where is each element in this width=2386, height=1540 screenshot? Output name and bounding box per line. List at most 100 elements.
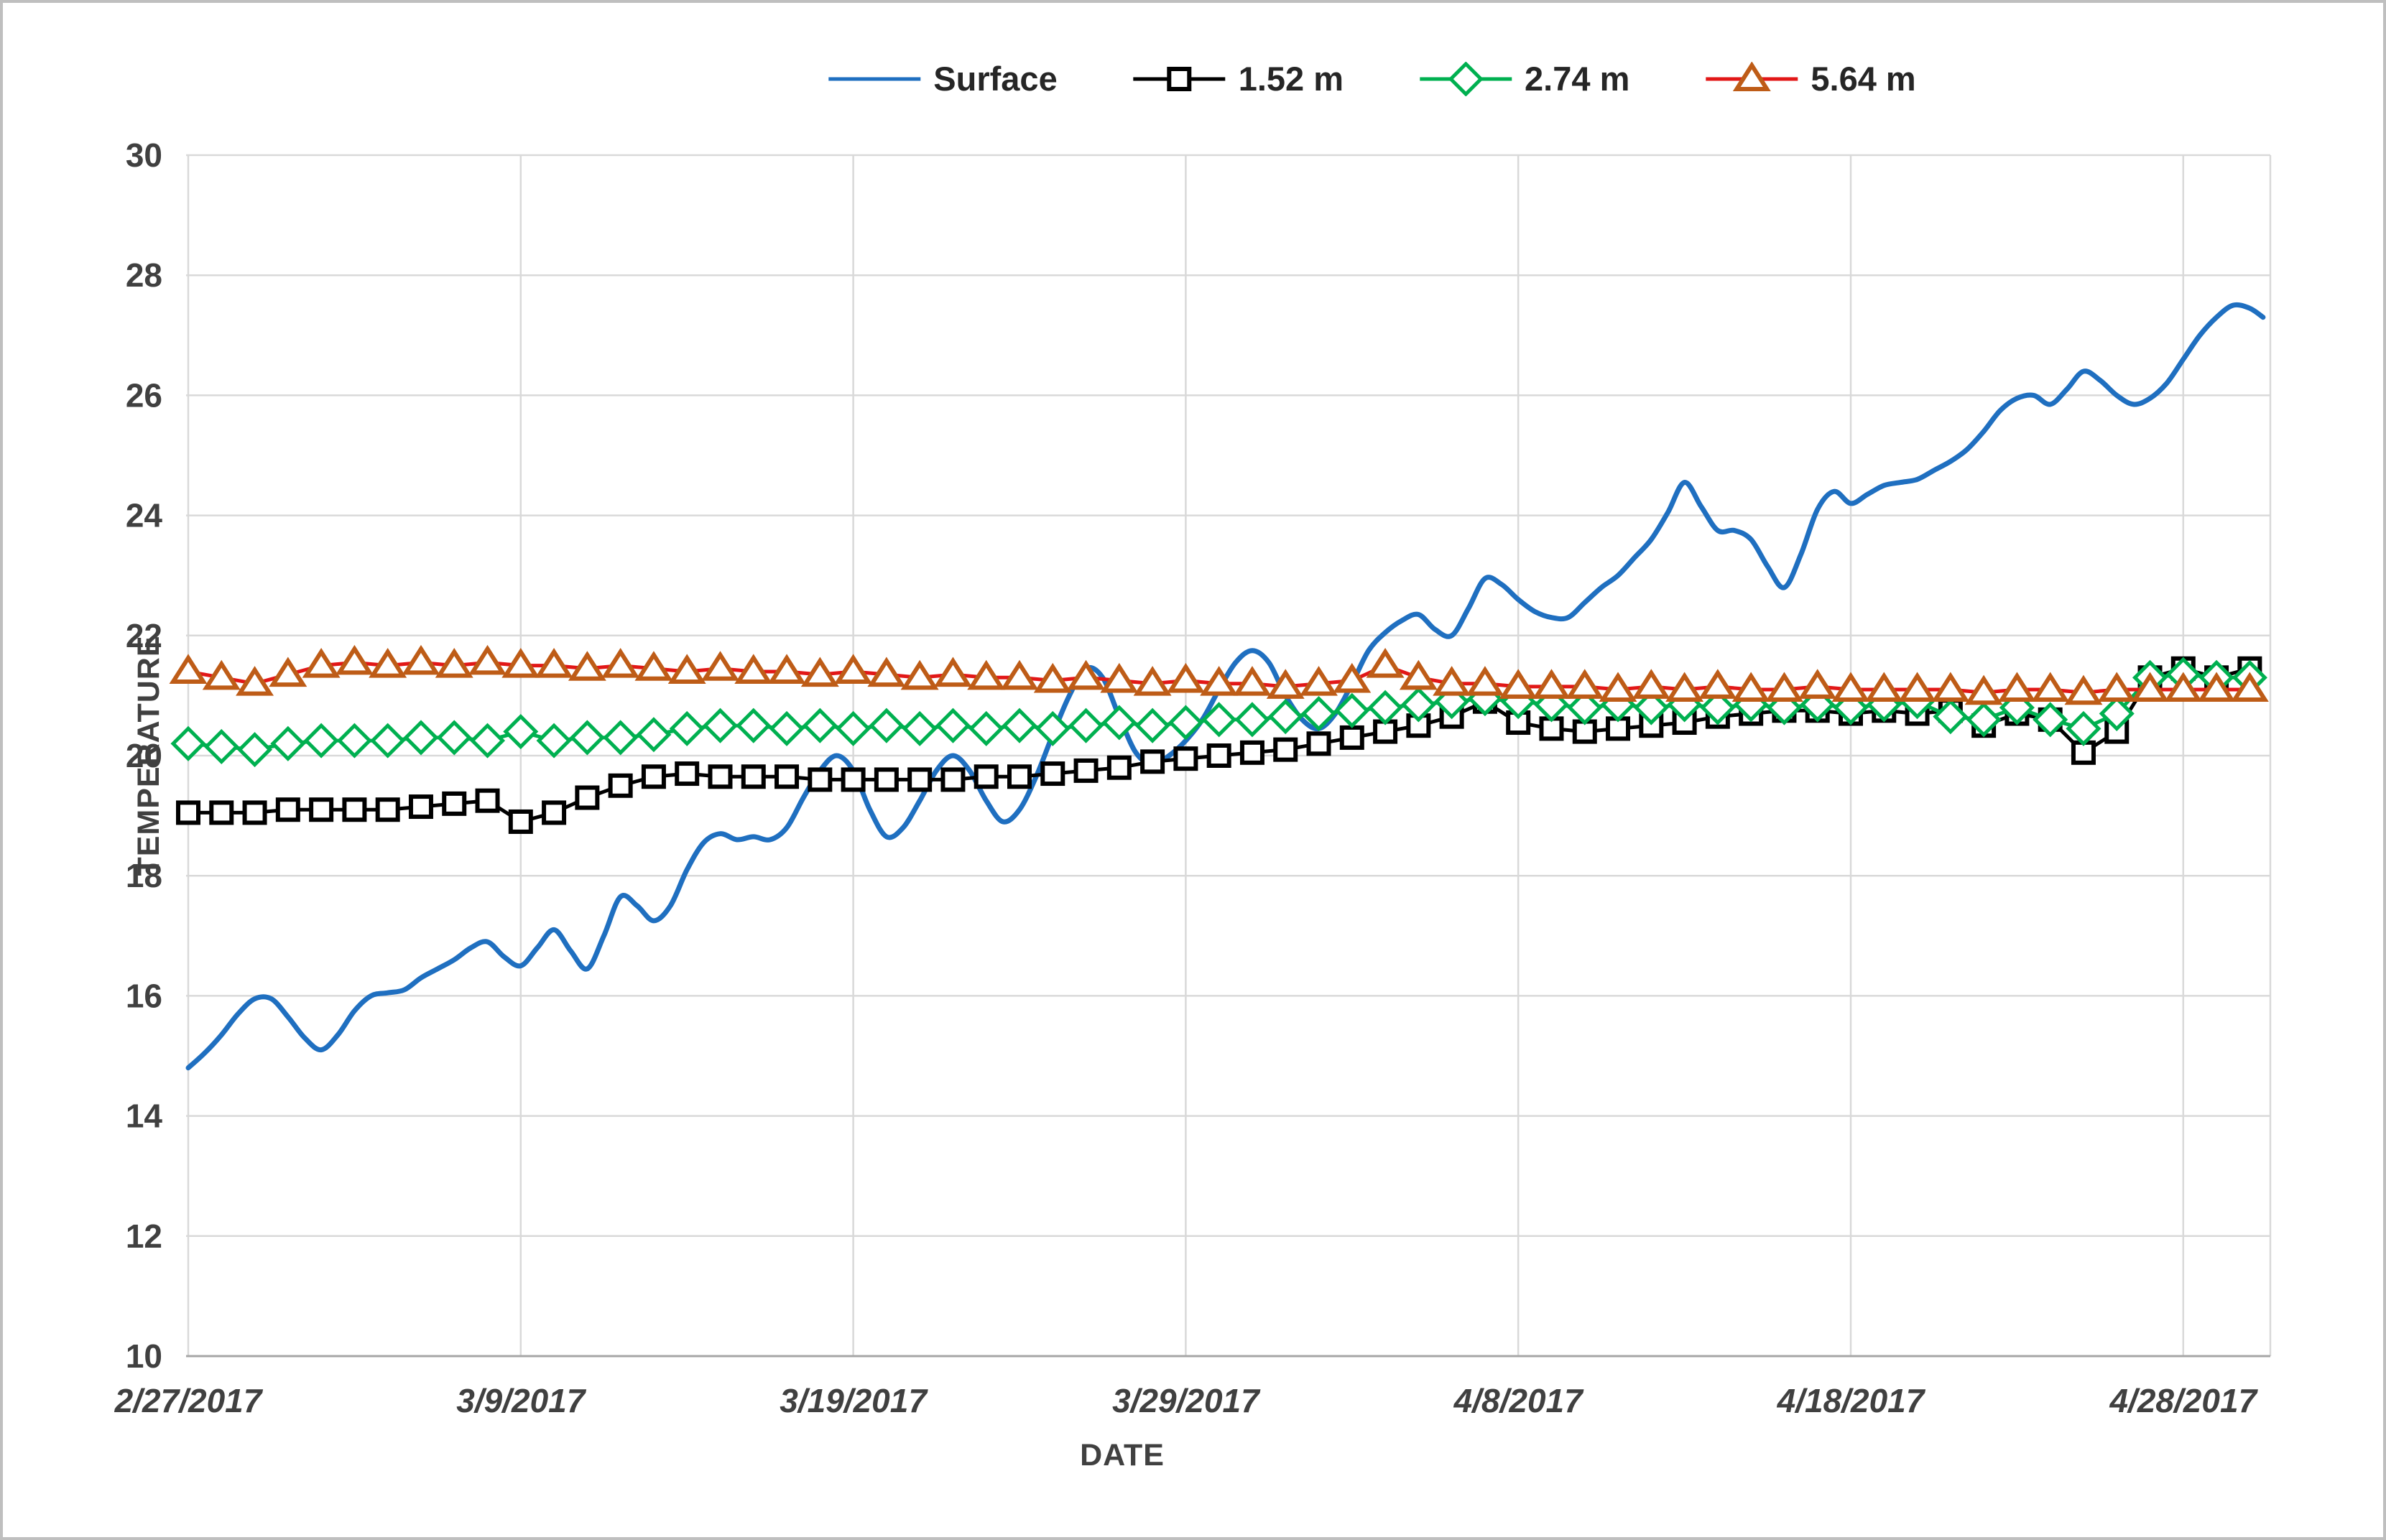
diamond-marker-icon [237, 732, 273, 768]
square-marker-icon [1007, 764, 1032, 789]
square-marker-icon [1173, 746, 1198, 771]
diamond-marker-icon [1300, 695, 1337, 732]
triangle-marker-icon [734, 654, 773, 684]
triangle-marker-icon [269, 657, 308, 687]
square-marker-icon [1206, 743, 1231, 768]
square-marker-icon [1140, 749, 1165, 774]
legend-label-1-52m: 1.52 m [1238, 60, 1344, 98]
triangle-marker-icon [967, 659, 1006, 690]
diamond-marker-icon [569, 720, 605, 756]
y-tick-label: 26 [126, 376, 162, 414]
square-marker-icon [1539, 716, 1564, 741]
diamond-marker-icon [1068, 708, 1104, 743]
triangle-marker-icon [2097, 672, 2136, 702]
x-tick-label: 3/19/2017 [780, 1382, 928, 1419]
diamond-marker-icon [702, 708, 739, 743]
triangle-marker-icon [601, 648, 640, 678]
y-tick-label: 22 [126, 617, 162, 654]
square-marker-icon [475, 788, 500, 813]
square-marker-icon [309, 797, 334, 822]
square-marker-icon [874, 767, 899, 792]
diamond-marker-swatch-icon [1420, 61, 1512, 96]
triangle-marker-icon [1698, 669, 1737, 699]
triangle-marker-icon [867, 657, 906, 687]
diamond-marker-icon [902, 710, 938, 746]
diamond-marker-icon [2066, 710, 2101, 746]
triangle-marker-icon [1632, 669, 1670, 699]
triangle-marker-icon [1200, 666, 1239, 696]
y-tick-label: 28 [126, 256, 162, 294]
triangle-marker-icon [1499, 669, 1538, 699]
square-marker-icon [675, 761, 700, 787]
triangle-marker-icon [2131, 672, 2169, 702]
square-marker-icon [342, 797, 367, 822]
diamond-marker-icon [436, 720, 472, 756]
x-tick-label: 3/29/2017 [1112, 1382, 1261, 1419]
triangle-marker-icon [1997, 672, 2036, 702]
square-marker-icon [641, 764, 666, 789]
diamond-marker-icon [503, 714, 539, 750]
diamond-marker-icon [736, 708, 772, 743]
square-marker-icon [608, 773, 633, 798]
diamond-marker-icon [1035, 710, 1071, 746]
triangle-marker-icon [1433, 666, 1471, 696]
triangle-marker-icon [335, 644, 374, 675]
y-tick-label: 10 [126, 1337, 162, 1375]
triangle-marker-icon [667, 654, 706, 684]
y-tick-label: 24 [126, 497, 163, 534]
triangle-marker-icon [302, 648, 341, 678]
square-marker-icon [575, 785, 600, 810]
triangle-marker-icon [1266, 669, 1305, 699]
diamond-marker-icon [2033, 702, 2068, 738]
diamond-marker-icon [170, 725, 206, 761]
diamond-marker-icon [1933, 699, 1969, 735]
triangle-marker-icon [202, 659, 241, 690]
triangle-marker-icon [767, 654, 806, 684]
triangle-marker-icon [568, 651, 606, 681]
square-marker-icon [1040, 761, 1065, 787]
triangle-marker-icon [900, 659, 939, 690]
triangle-marker-icon [369, 648, 407, 678]
diamond-marker-icon [1367, 690, 1403, 725]
triangle-marker-icon [2164, 672, 2203, 702]
triangle-marker-icon [1599, 672, 1637, 702]
diamond-marker-icon [370, 723, 406, 759]
legend-label-5-64m: 5.64 m [1811, 60, 1916, 98]
square-marker-icon [907, 767, 933, 792]
triangle-marker-icon [1166, 662, 1205, 693]
temperature-chart: 10 12 14 16 18 20 22 24 26 28 30 2/27/2017 3/9/2017 3… [114, 136, 2272, 1419]
diamond-marker-icon [1567, 690, 1603, 725]
square-marker-icon [508, 809, 533, 834]
triangle-marker-icon [2230, 672, 2269, 702]
diamond-marker-icon [1002, 708, 1037, 743]
triangle-marker-icon [1300, 666, 1338, 696]
y-tick-label: 18 [126, 857, 162, 894]
triangle-marker-icon [1133, 666, 1172, 696]
square-marker-icon [808, 767, 833, 792]
triangle-marker-icon [2064, 674, 2103, 705]
legend-item-2-74m: 2.74 m [1418, 59, 1629, 98]
surface-line-swatch-icon [828, 77, 921, 80]
triangle-marker-icon [1665, 672, 1704, 702]
diamond-marker-icon [303, 723, 339, 759]
y-tick-label: 20 [126, 737, 162, 774]
x-tick-label: 3/9/2017 [456, 1382, 586, 1419]
triangle-marker-icon [1898, 672, 1937, 702]
square-marker-icon [275, 797, 300, 822]
x-tick-label: 4/28/2017 [2109, 1382, 2258, 1419]
triangle-marker-icon [634, 651, 673, 681]
triangle-marker-icon [468, 644, 507, 675]
triangle-marker-icon [501, 648, 540, 678]
square-marker-icon [1239, 740, 1264, 765]
diamond-marker-icon [1134, 708, 1170, 743]
triangle-marker-icon [535, 648, 573, 678]
square-marker-icon [741, 764, 766, 789]
diamond-marker-icon [403, 720, 439, 756]
x-tick-label: 4/18/2017 [1777, 1382, 1926, 1419]
square-marker-icon [408, 794, 433, 820]
triangle-marker-icon [1732, 61, 1771, 91]
diamond-marker-icon [1101, 705, 1137, 741]
square-marker-icon [1306, 731, 1331, 756]
square-marker-icon [1106, 755, 1132, 780]
